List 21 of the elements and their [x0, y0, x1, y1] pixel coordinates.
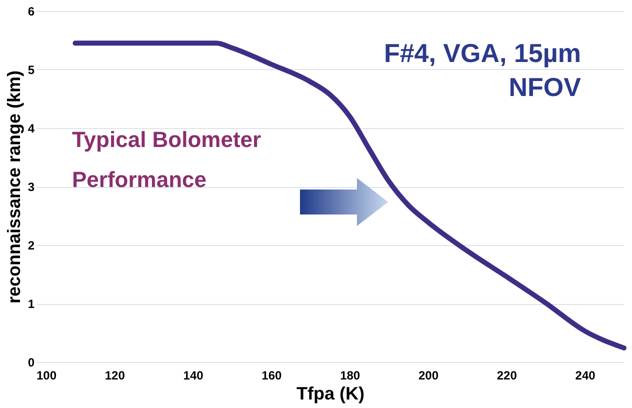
- annotation: F#4, VGA, 15µm: [384, 38, 581, 68]
- y-tick-label: 1: [28, 297, 35, 311]
- y-tick-label: 2: [28, 238, 35, 252]
- annotation: Typical Bolometer: [72, 127, 262, 152]
- x-tick-label: 220: [496, 368, 518, 382]
- x-tick-label: 160: [262, 368, 282, 382]
- x-tick-label: 120: [104, 368, 126, 382]
- annotation: NFOV: [508, 72, 582, 102]
- x-axis-title: Tfpa (K): [296, 384, 364, 404]
- y-tick-label: 3: [28, 180, 35, 194]
- y-tick-label: 5: [28, 63, 35, 77]
- x-tick-label: 180: [340, 368, 360, 382]
- x-tick-label: 140: [183, 368, 204, 382]
- y-axis-title: reconnaissance range (km): [4, 70, 24, 304]
- y-tick-label: 0: [28, 356, 35, 370]
- y-tick-label: 6: [28, 4, 35, 18]
- annotation: Performance: [72, 167, 207, 192]
- x-tick-label: 200: [418, 368, 439, 382]
- y-tick-label: 4: [28, 122, 35, 136]
- x-tick-label: 240: [575, 368, 596, 382]
- x-tick-label: 100: [36, 368, 57, 382]
